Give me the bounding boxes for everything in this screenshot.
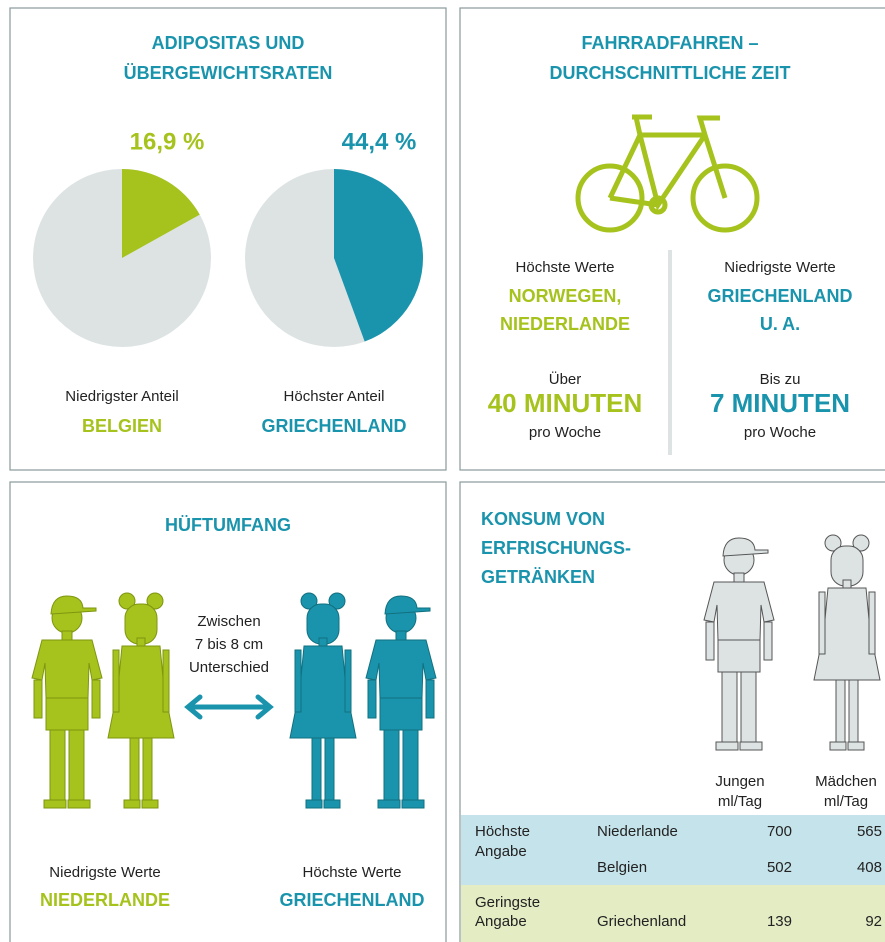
value-label: 16,9 % [130, 128, 205, 155]
cell: 408 [857, 859, 882, 876]
column-header: ml/Tag [824, 793, 868, 810]
caption: Niedrigster Anteil [65, 388, 178, 405]
value-label: 44,4 % [342, 128, 417, 155]
title: GETRÄNKEN [481, 567, 595, 587]
note: 7 bis 8 cm [195, 636, 263, 653]
country: GRIECHENLAND [261, 416, 406, 436]
column-header: Mädchen [815, 773, 877, 790]
cell: 700 [767, 823, 792, 840]
column-header: Jungen [715, 773, 764, 790]
country: Griechenland [597, 913, 686, 930]
suffix: pro Woche [529, 424, 601, 441]
caption: Höchste Werte [516, 259, 615, 276]
group: Geringste [475, 894, 540, 911]
caption: Niedrigste Werte [724, 259, 835, 276]
caption: Höchste Werte [303, 864, 402, 881]
country: NIEDERLANDE [40, 890, 170, 910]
country: NIEDERLANDE [500, 314, 630, 334]
amount: 7 MINUTEN [710, 388, 850, 418]
title: ADIPOSITAS UND [152, 33, 305, 53]
note: Unterschied [189, 659, 269, 676]
infographic: ADIPOSITAS UND ÜBERGEWICHTSRATEN 16,9 % 4… [0, 0, 885, 942]
column-header: ml/Tag [718, 793, 762, 810]
country: GRIECHENLAND [279, 890, 424, 910]
amount: 40 MINUTEN [488, 388, 643, 418]
country: U. A. [760, 314, 800, 334]
suffix: pro Woche [744, 424, 816, 441]
cell: 502 [767, 859, 792, 876]
group: Höchste [475, 823, 530, 840]
note: Zwischen [197, 613, 260, 630]
title: KONSUM VON [481, 509, 605, 529]
country: Niederlande [597, 823, 678, 840]
arrow [188, 697, 270, 717]
title: ERFRISCHUNGS- [481, 538, 631, 558]
bicycle-icon [578, 117, 757, 230]
caption: Niedrigste Werte [49, 864, 160, 881]
cell: 139 [767, 913, 792, 930]
figures [32, 593, 174, 808]
cell: 92 [865, 913, 882, 930]
country: GRIECHENLAND [707, 286, 852, 306]
cell: 565 [857, 823, 882, 840]
prefix: Über [549, 370, 582, 388]
group: Angabe [475, 843, 527, 860]
prefix: Bis zu [760, 371, 801, 388]
country: Belgien [597, 859, 647, 876]
title: HÜFTUMFANG [165, 515, 291, 535]
figures [704, 535, 880, 750]
figures [290, 593, 436, 808]
group: Angabe [475, 913, 527, 930]
caption: Höchster Anteil [284, 388, 385, 405]
title: FAHRRADFAHREN – [581, 33, 758, 53]
title: ÜBERGEWICHTSRATEN [124, 63, 333, 83]
country: BELGIEN [82, 416, 162, 436]
country: NORWEGEN, [509, 286, 622, 306]
title: DURCHSCHNITTLICHE ZEIT [550, 63, 791, 83]
